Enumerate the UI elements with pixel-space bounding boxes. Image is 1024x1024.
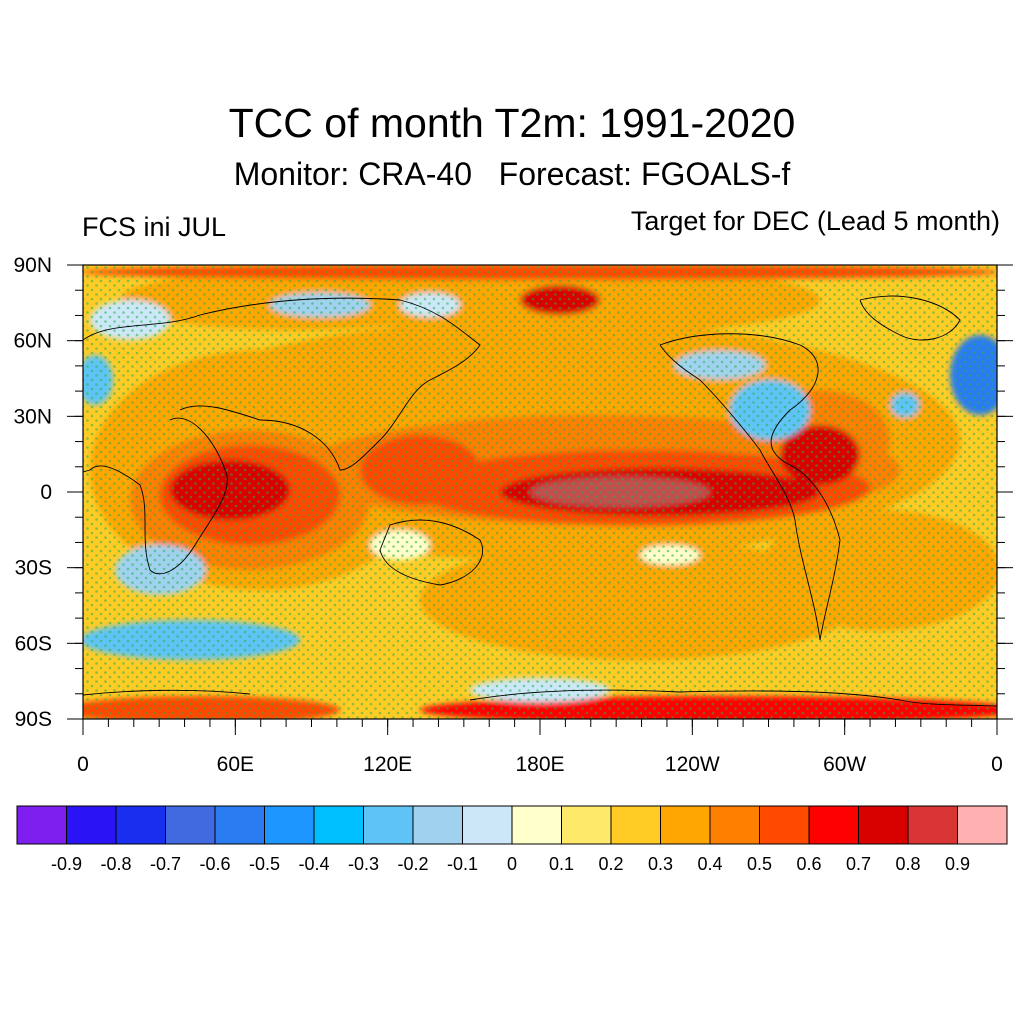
colorbar-swatch (66, 805, 117, 845)
colorbar-label: 0.9 (945, 854, 970, 874)
colorbar-swatch (610, 805, 661, 845)
colorbar-swatch (115, 805, 166, 845)
colorbar-swatch (165, 805, 216, 845)
map-title: TCC of month T2m: 1991-2020 (228, 100, 796, 146)
colorbar-swatch (214, 805, 265, 845)
colorbar-label: -0.6 (199, 854, 230, 874)
colorbar-swatch (759, 805, 810, 845)
colorbar-swatch (462, 805, 513, 845)
map-subtitle: Monitor: CRA-40 Forecast: FGOALS-f (233, 156, 791, 192)
colorbar-label: 0.2 (598, 854, 623, 874)
x-tick-label: 180E (515, 753, 564, 776)
colorbar-label: 0 (507, 854, 517, 874)
colorbar (16, 805, 1008, 845)
colorbar-swatch (957, 805, 1008, 845)
colorbar-swatch (412, 805, 463, 845)
y-tick-label: 60N (13, 330, 52, 353)
map-panel (83, 265, 997, 719)
y-tick-label: 30S (15, 557, 52, 580)
colorbar-swatch (907, 805, 958, 845)
x-tick-label: 60W (823, 753, 866, 776)
x-tick-label: 0 (77, 753, 89, 776)
y-tick-label: 60S (15, 632, 52, 655)
colorbar-swatch (858, 805, 909, 845)
colorbar-label: 0.7 (846, 854, 871, 874)
colorbar-label: -0.9 (51, 854, 82, 874)
colorbar-swatch (363, 805, 414, 845)
colorbar-label: -0.3 (348, 854, 379, 874)
colorbar-swatch (660, 805, 711, 845)
colorbar-label: -0.7 (150, 854, 181, 874)
colorbar-label: -0.4 (298, 854, 329, 874)
x-tick-label: 0 (991, 753, 1003, 776)
colorbar-label: 0.8 (895, 854, 920, 874)
colorbar-label: -0.2 (397, 854, 428, 874)
y-tick-label: 90S (15, 708, 52, 731)
colorbar-label: -0.1 (447, 854, 478, 874)
colorbar-label: -0.8 (100, 854, 131, 874)
colorbar-swatch (511, 805, 562, 845)
colorbar-label: -0.5 (249, 854, 280, 874)
y-tick-label: 30N (13, 405, 52, 428)
colorbar-labels: -0.9 -0.8 -0.7 -0.6 -0.5 -0.4 -0.3 -0.2 -0.1 0 0.1… (51, 854, 970, 874)
target-label: Target for DEC (Lead 5 month) (630, 206, 1000, 236)
colorbar-label: 0.5 (747, 854, 772, 874)
colorbar-label: 0.1 (549, 854, 574, 874)
colorbar-swatch (808, 805, 859, 845)
colorbar-label: 0.4 (697, 854, 722, 874)
x-tick-label: 120E (363, 753, 412, 776)
x-tick-label: 60E (217, 753, 254, 776)
significance-stipple (83, 265, 997, 719)
colorbar-swatch (16, 805, 67, 845)
colorbar-label: 0.6 (796, 854, 821, 874)
y-tick-label: 0 (40, 481, 52, 504)
colorbar-swatch (264, 805, 315, 845)
y-axis-labels: 90N 60N 30N 0 30S 60S 90S (13, 254, 52, 731)
colorbar-swatch (313, 805, 364, 845)
colorbar-swatch (709, 805, 760, 845)
init-label: FCS ini JUL (82, 212, 227, 242)
colorbar-label: 0.3 (648, 854, 673, 874)
colorbar-swatch (561, 805, 612, 845)
x-tick-label: 120W (665, 753, 720, 776)
axis-ticks (67, 264, 1013, 735)
x-axis-labels: 0 60E 120E 180E 120W 60W 0 (77, 753, 1003, 776)
y-tick-label: 90N (13, 254, 52, 277)
coastlines (83, 295, 997, 707)
